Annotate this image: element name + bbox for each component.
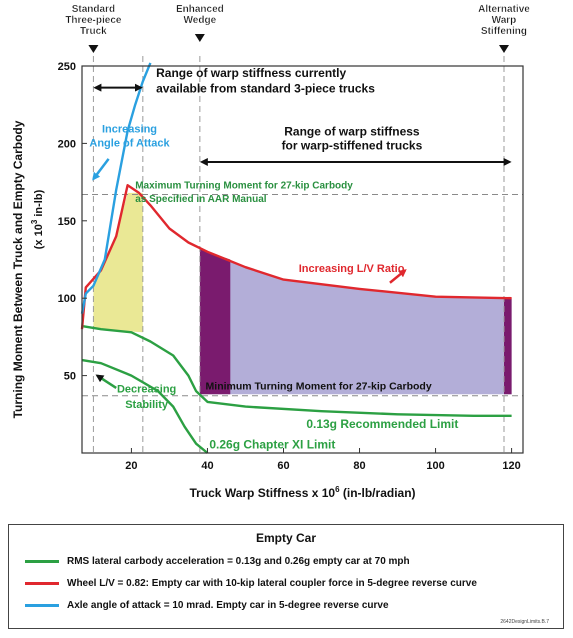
x-tick-label: 80 <box>353 460 365 472</box>
marker-label: Three-piece <box>65 15 122 26</box>
annotation-range-standard: available from standard 3-piece trucks <box>156 81 375 95</box>
y-tick-label: 50 <box>64 371 76 383</box>
marker-label: Stiffening <box>481 26 527 37</box>
annotation-aoa: Increasing <box>102 124 157 136</box>
y-tick-label: 100 <box>58 293 76 305</box>
y-tick-label: 250 <box>58 61 76 73</box>
annotation-aoa: Angle of Attack <box>89 137 170 149</box>
region-lavender <box>199 248 512 395</box>
reference-label-max: Maximum Turning Moment for 27-kip Carbod… <box>135 180 353 191</box>
reference-label-min: Minimum Turning Moment for 27-kip Carbod… <box>206 381 432 393</box>
marker-arrow-icon <box>498 45 509 53</box>
legend-item-label: Axle angle of attack = 10 mrad. Empty ca… <box>67 599 389 611</box>
legend-swatch-green <box>25 559 59 563</box>
figure-id: 2642DesignLimits.B.7 <box>500 619 549 625</box>
y-axis-title-units: (x 103 in-lb) <box>30 189 45 249</box>
region-purple2 <box>504 298 512 395</box>
aoa-arrow-icon <box>92 158 110 181</box>
annotation-range-standard: Range of warp stiffness currently <box>156 66 346 80</box>
region-purple1 <box>199 248 231 395</box>
x-tick-label: 20 <box>125 460 137 472</box>
x-axis-title: Truck Warp Stiffness x 106 (in-lb/radian… <box>189 485 415 500</box>
series-rms013 <box>81 324 512 417</box>
series-rms026 <box>81 358 209 454</box>
legend-item-label: Wheel L/V = 0.82: Empty car with 10-kip … <box>67 577 477 589</box>
legend-swatch-blue <box>25 603 59 607</box>
annotation-rec-limit: 0.13g Recommended Limit <box>306 417 458 431</box>
marker-arrow-icon <box>194 34 205 42</box>
stability-arrow-icon <box>95 374 117 390</box>
marker-label: Alternative <box>478 4 530 15</box>
x-tick-label: 60 <box>277 460 289 472</box>
marker-arrow-icon <box>88 45 99 53</box>
y-tick-label: 150 <box>58 216 76 228</box>
annotation-stability: Decreasing <box>117 384 176 396</box>
annotation-stability: Stability <box>125 399 169 411</box>
legend: Empty Car RMS lateral carbody accelerati… <box>8 524 564 629</box>
marker-label: Truck <box>80 26 107 37</box>
legend-title: Empty Car <box>255 531 317 545</box>
legend-item-label: RMS lateral carbody acceleration = 0.13g… <box>67 555 410 567</box>
marker-label: Enhanced <box>176 4 224 15</box>
x-tick-label: 100 <box>426 460 444 472</box>
lv-arrow-icon <box>389 269 407 284</box>
y-axis-title: Turning Moment Between Truck and Empty C… <box>11 120 25 418</box>
y-tick-label: 200 <box>58 138 76 150</box>
region-yellow <box>93 192 143 333</box>
annotation-range-stiffened: for warp-stiffened trucks <box>282 139 423 153</box>
marker-label: Wedge <box>184 15 217 26</box>
legend-item-aoa: Axle angle of attack = 10 mrad. Empty ca… <box>25 597 389 613</box>
annotation-range-stiffened: Range of warp stiffness <box>284 125 420 139</box>
reference-label-max-sub: as Specified in AAR Manual <box>135 194 267 205</box>
annotation-lv: Increasing L/V Ratio <box>299 263 405 275</box>
marker-label: Warp <box>492 15 517 26</box>
legend-item-rms: RMS lateral carbody acceleration = 0.13g… <box>25 553 410 569</box>
legend-item-lv: Wheel L/V = 0.82: Empty car with 10-kip … <box>25 575 477 591</box>
legend-swatch-red <box>25 581 59 585</box>
x-tick-label: 120 <box>502 460 520 472</box>
marker-label: Standard <box>72 4 115 15</box>
plot-frame <box>81 65 524 454</box>
x-tick-label: 40 <box>201 460 213 472</box>
chart: 20 40 60 80 100 120 50 100 150 200 250 Truck Warp S… <box>11 4 530 500</box>
annotation-ch11: 0.26g Chapter XI Limit <box>209 437 335 451</box>
